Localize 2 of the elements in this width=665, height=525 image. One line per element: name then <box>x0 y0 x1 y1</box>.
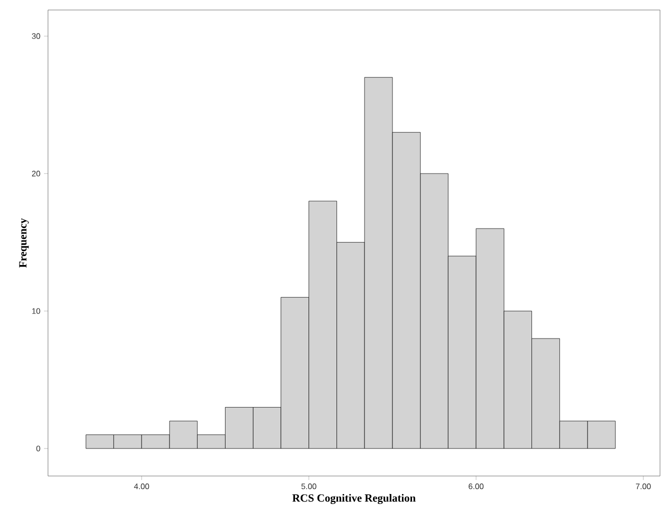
y-axis-title: Frequency <box>19 218 29 268</box>
x-axis-title: RCS Cognitive Regulation <box>292 494 416 504</box>
